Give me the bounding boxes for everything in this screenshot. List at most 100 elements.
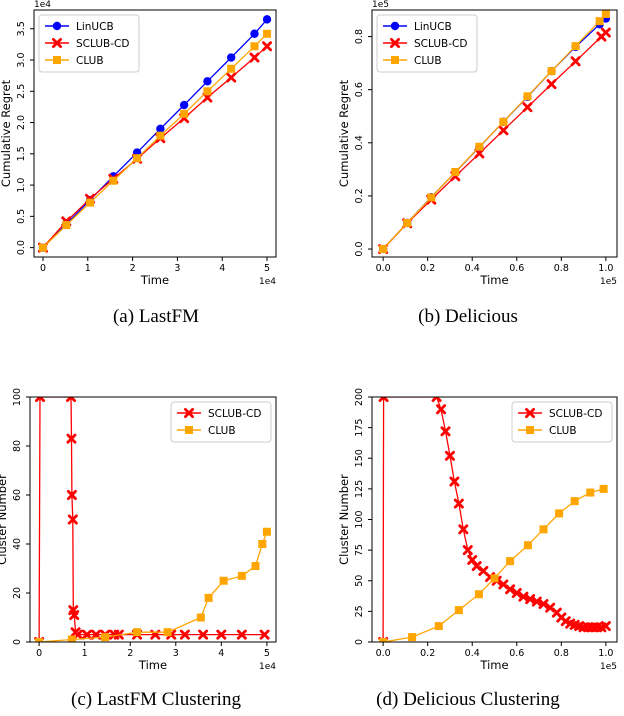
x-tick-label: 0.6 bbox=[509, 648, 524, 659]
marker-x-0-21 bbox=[236, 629, 247, 640]
chart-1: 0.0 0.2 0.4 0.6 0.8 1.0 0.0 0.2 0.4 0.6 0.8 Time Cum… bbox=[337, 0, 618, 287]
x-tick-label: 4 bbox=[218, 648, 224, 659]
y-tick-label: 2.0 bbox=[16, 115, 27, 130]
caption-d: (d) Delicious Clustering bbox=[376, 689, 560, 710]
marker-square-2-5 bbox=[499, 117, 508, 126]
x-tick-label: 3 bbox=[174, 263, 180, 274]
y-tick-label: 50 bbox=[354, 575, 365, 587]
marker-x-1-4 bbox=[474, 148, 485, 159]
marker-square-1-9 bbox=[251, 562, 260, 571]
marker-x-0-3 bbox=[436, 404, 447, 415]
chart-3: 0.0 0.2 0.4 0.6 0.8 1.0 0 25 50 75 100 125 150 175 200… bbox=[337, 388, 618, 672]
marker-square-1-0 bbox=[379, 638, 388, 642]
x-tick-label: 2 bbox=[127, 648, 133, 659]
series-group bbox=[37, 15, 273, 253]
marker-square-2-2 bbox=[427, 193, 436, 202]
marker-square-2-7 bbox=[203, 87, 212, 96]
y-tick-label: 200 bbox=[354, 388, 365, 406]
y-tick-label: 125 bbox=[354, 480, 365, 498]
x-tick-label: 0.0 bbox=[376, 648, 391, 659]
marker-x-0-6 bbox=[449, 476, 460, 487]
plot-frame bbox=[33, 9, 277, 258]
series-group bbox=[34, 397, 271, 642]
marker-square-1-3 bbox=[133, 628, 142, 637]
x-axis-label: Time bbox=[479, 273, 508, 287]
y-tick-label: 0.0 bbox=[354, 241, 365, 256]
y-tick-label: 1.5 bbox=[16, 146, 27, 161]
legend: LinUCB SCLUB-CD CLUB bbox=[376, 14, 478, 73]
y-tick-label: 0 bbox=[354, 639, 365, 645]
marker-x-legend-0 bbox=[525, 408, 535, 418]
plot-frame bbox=[371, 9, 618, 258]
series-line-CLUB bbox=[382, 488, 604, 642]
marker-circle-0-6 bbox=[179, 100, 189, 110]
marker-x-legend-1 bbox=[390, 38, 400, 48]
y-tick-label: 60 bbox=[12, 489, 23, 501]
marker-square-1-10 bbox=[258, 540, 267, 548]
marker-square-2-10 bbox=[263, 29, 272, 38]
x-tick-label: 3 bbox=[173, 648, 179, 659]
marker-x-1-7 bbox=[546, 79, 557, 90]
marker-square-1-8 bbox=[539, 525, 548, 534]
marker-square-1-4 bbox=[163, 628, 172, 637]
legend-box bbox=[511, 401, 613, 443]
marker-x-0-18 bbox=[518, 591, 529, 602]
y-tick-label: 100 bbox=[354, 510, 365, 528]
marker-square-1-2 bbox=[101, 633, 110, 642]
marker-square-1-6 bbox=[204, 593, 213, 602]
x-tick-label: 4 bbox=[219, 263, 225, 274]
marker-square-2-2 bbox=[86, 198, 95, 207]
chart-2: 0 1 2 3 4 5 0 20 40 60 80 100 Time Cluster Number 1e4 S… bbox=[0, 388, 277, 672]
marker-square-legend-1 bbox=[185, 426, 193, 434]
marker-square-1-12 bbox=[599, 484, 608, 493]
x-tick-label: 1.0 bbox=[598, 263, 613, 274]
marker-x-1-10 bbox=[262, 41, 273, 52]
marker-x-1-8 bbox=[570, 56, 581, 67]
legend-label: SCLUB-CD bbox=[549, 408, 602, 420]
legend-label: CLUB bbox=[208, 425, 236, 437]
x-tick-label: 0.2 bbox=[420, 648, 435, 659]
marker-circle-0-9 bbox=[250, 29, 259, 38]
marker-square-2-10 bbox=[601, 10, 610, 18]
y-tick-label: 0.6 bbox=[354, 82, 365, 97]
marker-x-0-1 bbox=[35, 397, 46, 402]
marker-x-0-8 bbox=[458, 524, 469, 535]
marker-x-legend-0 bbox=[184, 408, 194, 418]
y-tick-label: 3.5 bbox=[16, 21, 27, 36]
marker-x-0-10 bbox=[81, 629, 92, 640]
marker-circle-0-7 bbox=[203, 77, 212, 86]
legend-label: CLUB bbox=[76, 55, 104, 67]
x-tick-label: 0 bbox=[36, 648, 42, 659]
x-axis-label: Time bbox=[479, 658, 508, 672]
marker-x-0-7 bbox=[69, 610, 80, 621]
marker-square-1-0 bbox=[35, 638, 44, 642]
legend-label: LinUCB bbox=[414, 21, 452, 33]
legend-label: LinUCB bbox=[76, 21, 114, 33]
caption-c: (c) LastFM Clustering bbox=[71, 689, 241, 710]
marker-x-legend-1 bbox=[52, 38, 62, 48]
legend: LinUCB SCLUB-CD CLUB bbox=[38, 14, 140, 73]
marker-square-2-8 bbox=[571, 42, 580, 51]
marker-circle-0-5 bbox=[156, 124, 165, 134]
x-offset-label: 1e4 bbox=[259, 277, 276, 287]
marker-square-2-7 bbox=[547, 67, 556, 76]
y-tick-label: 0.8 bbox=[354, 29, 365, 44]
marker-square-1-5 bbox=[490, 574, 499, 583]
marker-x-0-2 bbox=[431, 397, 442, 402]
x-tick-label: 0.8 bbox=[554, 648, 569, 659]
marker-square-2-9 bbox=[595, 17, 604, 26]
marker-square-1-1 bbox=[67, 635, 76, 642]
legend: SCLUB-CD CLUB bbox=[511, 401, 613, 443]
marker-x-1-8 bbox=[226, 72, 237, 83]
marker-circle-legend-0 bbox=[390, 21, 400, 31]
marker-square-1-8 bbox=[237, 571, 246, 580]
plot-frame bbox=[29, 396, 277, 643]
marker-square-2-6 bbox=[523, 92, 532, 101]
legend-box bbox=[376, 14, 478, 73]
y-tick-label: 3.0 bbox=[16, 52, 27, 67]
x-tick-label: 0.8 bbox=[554, 263, 569, 274]
y-tick-label: 0.0 bbox=[16, 240, 27, 255]
y-tick-label: 0.2 bbox=[354, 188, 365, 203]
marker-x-0-1 bbox=[378, 397, 389, 402]
